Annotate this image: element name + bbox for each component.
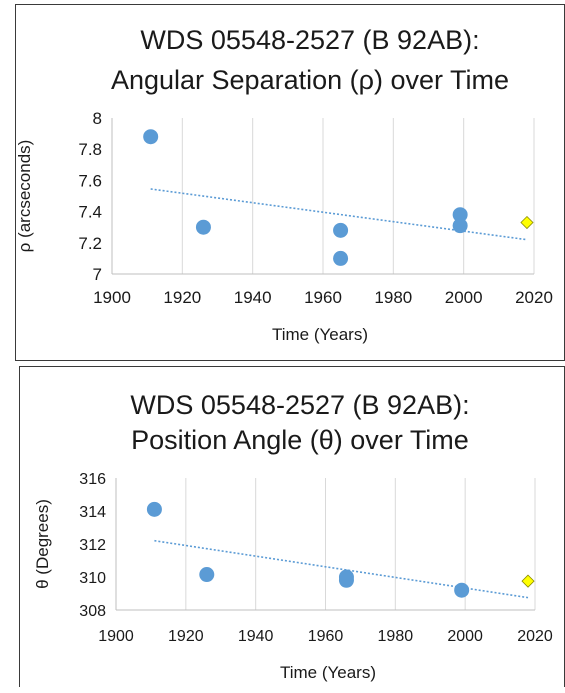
x-tick-label: 1900 (93, 288, 131, 307)
data-point (454, 582, 470, 598)
y-tick-label: 310 (79, 570, 106, 587)
data-point (146, 501, 162, 517)
x-axis-title: Time (Years) (280, 663, 376, 682)
data-point (452, 218, 468, 234)
data-point-diamond (521, 574, 535, 588)
chart-title-line-2: Position Angle (θ) over Time (131, 425, 469, 455)
chart-separation-svg: WDS 05548-2527 (B 92AB): Angular Separati… (15, 25, 553, 344)
y-tick-label: 314 (79, 504, 106, 521)
data-point (199, 567, 215, 583)
chart-title-line-1: WDS 05548-2527 (B 92AB): (130, 390, 469, 420)
x-tick-label: 2000 (447, 628, 483, 645)
y-tick-label: 308 (79, 603, 106, 620)
y-tick-label: 7.8 (78, 140, 102, 159)
chart-title-line-2: Angular Separation (ρ) over Time (111, 65, 509, 95)
y-tick-label: 7.4 (78, 203, 102, 222)
x-tick-label: 1960 (304, 288, 342, 307)
x-tick-label: 1960 (308, 628, 344, 645)
x-tick-label: 2000 (445, 288, 483, 307)
x-tick-label: 2020 (515, 288, 553, 307)
y-axis-title: ρ (arcseconds) (16, 140, 34, 253)
data-point (333, 222, 349, 238)
y-tick-label: 7 (93, 265, 102, 284)
data-point (195, 219, 211, 235)
data-point (338, 572, 354, 588)
x-tick-label: 2020 (517, 628, 553, 645)
data-point-diamond (520, 215, 534, 230)
x-tick-label: 1980 (378, 628, 414, 645)
data-point (452, 207, 468, 223)
y-tick-label: 316 (79, 471, 106, 488)
x-tick-label: 1980 (374, 288, 412, 307)
x-tick-label: 1900 (98, 628, 134, 645)
chart-title-line-1: WDS 05548-2527 (B 92AB): (140, 25, 479, 55)
data-point (333, 250, 349, 266)
y-tick-label: 7.6 (78, 171, 102, 190)
x-tick-label: 1940 (234, 288, 272, 307)
y-axis-title: θ (Degrees) (33, 499, 52, 589)
x-tick-label: 1920 (168, 628, 204, 645)
data-point (143, 129, 159, 145)
x-tick-label: 1920 (163, 288, 201, 307)
trendline (154, 539, 529, 599)
y-tick-label: 7.2 (78, 234, 102, 253)
chart-position-angle: WDS 05548-2527 (B 92AB): Position Angle (… (19, 366, 565, 687)
x-axis-title: Time (Years) (272, 325, 368, 344)
chart-separation: WDS 05548-2527 (B 92AB): Angular Separati… (15, 4, 565, 361)
y-tick-label: 8 (93, 109, 102, 128)
y-tick-label: 312 (79, 537, 106, 554)
x-tick-label: 1940 (238, 628, 274, 645)
chart-position-angle-svg: WDS 05548-2527 (B 92AB): Position Angle (… (33, 390, 553, 682)
